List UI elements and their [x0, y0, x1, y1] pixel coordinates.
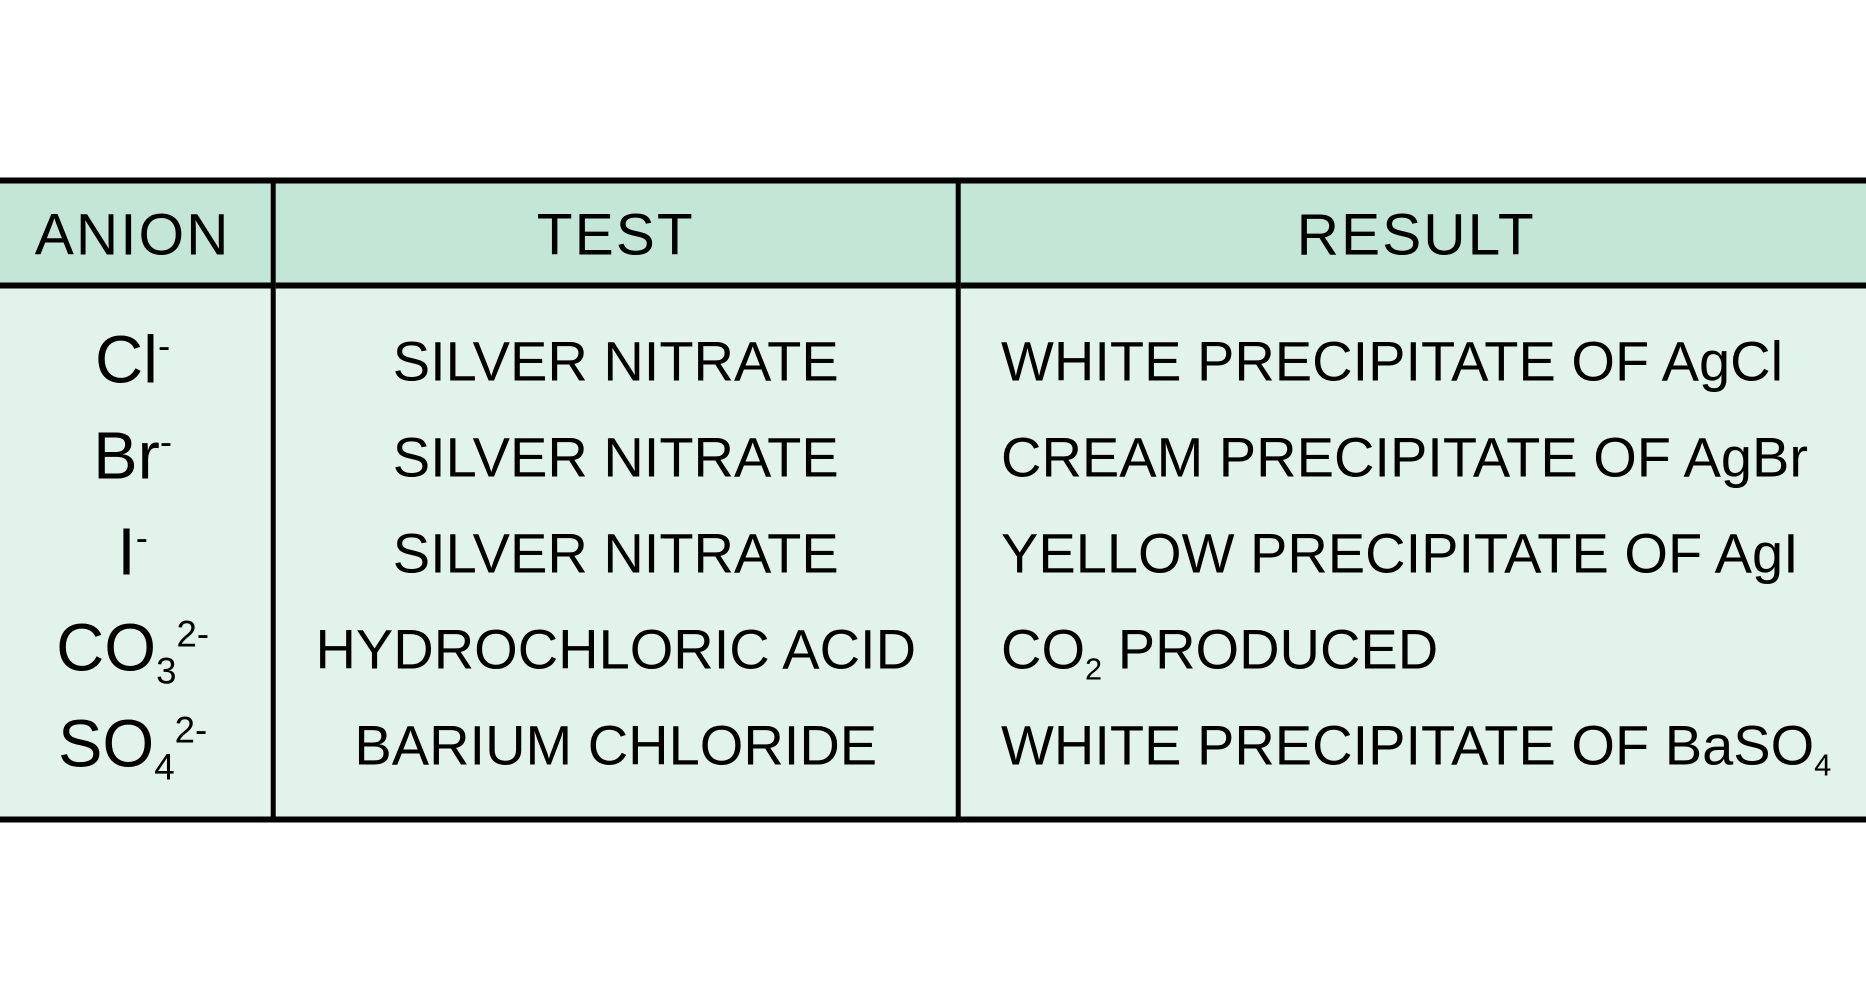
cell-result: YELLOW PRECIPITATE OF AgI [959, 505, 1866, 601]
cell-anion: SO42- [0, 697, 273, 820]
table-row: SO42-BARIUM CHLORIDEWHITE PRECIPITATE OF… [0, 697, 1866, 820]
table-row: I-SILVER NITRATEYELLOW PRECIPITATE OF Ag… [0, 505, 1866, 601]
cell-anion: CO32- [0, 601, 273, 697]
anion-test-table: ANION TEST RESULT Cl-SILVER NITRATEWHITE… [0, 178, 1866, 823]
col-header-anion: ANION [0, 181, 273, 286]
col-header-test: TEST [273, 181, 959, 286]
cell-anion: Br- [0, 409, 273, 505]
table-row: Cl-SILVER NITRATEWHITE PRECIPITATE OF Ag… [0, 286, 1866, 409]
cell-result: CREAM PRECIPITATE OF AgBr [959, 409, 1866, 505]
cell-anion: I- [0, 505, 273, 601]
cell-test: HYDROCHLORIC ACID [273, 601, 959, 697]
col-header-result: RESULT [959, 181, 1866, 286]
cell-test: BARIUM CHLORIDE [273, 697, 959, 820]
table-header: ANION TEST RESULT [0, 181, 1866, 286]
cell-anion: Cl- [0, 286, 273, 409]
cell-test: SILVER NITRATE [273, 286, 959, 409]
cell-result: CO2 PRODUCED [959, 601, 1866, 697]
anion-test-table-container: ANION TEST RESULT Cl-SILVER NITRATEWHITE… [0, 178, 1866, 823]
cell-result: WHITE PRECIPITATE OF AgCl [959, 286, 1866, 409]
cell-test: SILVER NITRATE [273, 409, 959, 505]
cell-test: SILVER NITRATE [273, 505, 959, 601]
table-row: Br-SILVER NITRATECREAM PRECIPITATE OF Ag… [0, 409, 1866, 505]
table-body: Cl-SILVER NITRATEWHITE PRECIPITATE OF Ag… [0, 286, 1866, 820]
cell-result: WHITE PRECIPITATE OF BaSO4 [959, 697, 1866, 820]
table-row: CO32-HYDROCHLORIC ACIDCO2 PRODUCED [0, 601, 1866, 697]
